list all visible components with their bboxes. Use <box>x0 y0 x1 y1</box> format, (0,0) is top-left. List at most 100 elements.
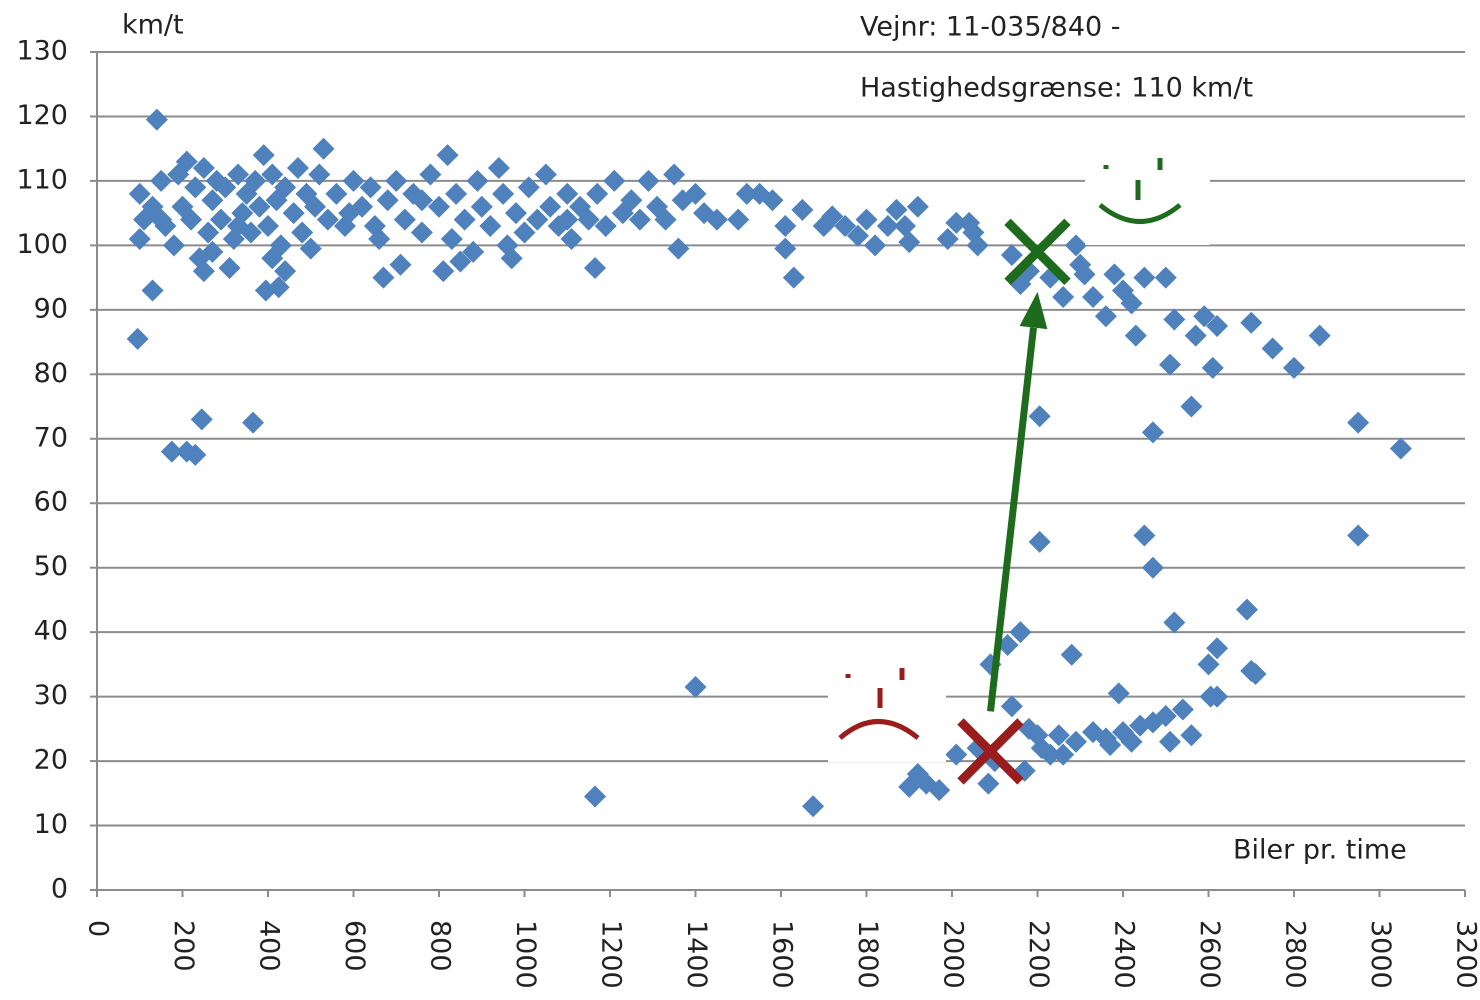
point <box>325 182 348 205</box>
point <box>945 211 968 234</box>
point <box>1235 598 1258 621</box>
point <box>1064 234 1087 257</box>
point <box>190 408 213 431</box>
point <box>180 208 203 231</box>
point <box>637 169 660 192</box>
point <box>1180 724 1203 747</box>
point <box>594 215 617 238</box>
point <box>368 227 391 250</box>
point <box>359 176 382 199</box>
y-tick-label: 70 <box>34 422 68 453</box>
point <box>1347 411 1370 434</box>
point <box>1028 405 1051 428</box>
point <box>1159 353 1182 376</box>
point <box>218 256 241 279</box>
point <box>1141 556 1164 579</box>
point <box>936 227 959 250</box>
point <box>560 227 583 250</box>
arrow-shaft <box>986 327 1037 712</box>
point <box>628 208 651 231</box>
point <box>393 208 416 231</box>
point <box>1107 682 1130 705</box>
point <box>1000 244 1023 267</box>
y-tick-label: 50 <box>34 551 68 582</box>
x-tick-label: 2400 <box>1109 920 1140 989</box>
point <box>663 163 686 186</box>
point <box>667 237 690 260</box>
point <box>1154 704 1177 727</box>
point <box>1206 314 1229 337</box>
point <box>175 150 198 173</box>
point <box>419 163 442 186</box>
x-tick-label: 1400 <box>681 920 712 989</box>
point <box>761 189 784 212</box>
point <box>1261 337 1284 360</box>
point <box>1141 421 1164 444</box>
point <box>304 195 327 218</box>
point <box>791 198 814 221</box>
point <box>846 224 869 247</box>
point <box>274 260 297 283</box>
point <box>150 208 173 231</box>
x-tick-label: 2800 <box>1280 920 1311 989</box>
point <box>436 144 459 167</box>
point <box>372 266 395 289</box>
point <box>584 785 607 808</box>
point <box>1120 730 1143 753</box>
point <box>684 675 707 698</box>
annotation: Hastighedsgrænse: 110 km/t <box>860 73 1253 104</box>
y-axis-label: km/t <box>122 10 184 41</box>
point <box>492 182 515 205</box>
point <box>312 137 335 160</box>
happy-face <box>1098 158 1182 224</box>
point <box>774 215 797 238</box>
point <box>192 260 215 283</box>
point <box>1000 695 1023 718</box>
point <box>876 215 899 238</box>
point <box>184 176 207 199</box>
point <box>1184 324 1207 347</box>
point <box>445 182 468 205</box>
point <box>1163 308 1186 331</box>
point <box>291 221 314 244</box>
x-axis-label: Biler pr. time <box>1233 835 1407 866</box>
point <box>479 215 502 238</box>
point <box>1171 698 1194 721</box>
point <box>385 169 408 192</box>
x-tick-label: 1200 <box>596 920 627 989</box>
point <box>500 247 523 270</box>
point <box>389 253 412 276</box>
point <box>261 163 284 186</box>
point <box>1308 324 1331 347</box>
point <box>192 157 215 180</box>
point <box>282 202 305 225</box>
point <box>906 195 929 218</box>
point <box>1206 637 1229 660</box>
point <box>735 182 758 205</box>
point <box>556 182 579 205</box>
point <box>1193 305 1216 328</box>
point <box>517 176 540 199</box>
point <box>855 208 878 231</box>
point <box>654 208 677 231</box>
point <box>1206 685 1229 708</box>
point <box>201 240 224 263</box>
cross-marker <box>1004 218 1071 286</box>
point <box>487 157 510 180</box>
point <box>577 208 600 231</box>
point <box>432 260 455 283</box>
point <box>267 276 290 299</box>
point <box>1163 611 1186 634</box>
point <box>1099 733 1122 756</box>
point <box>1028 530 1051 553</box>
point <box>453 208 476 231</box>
point <box>996 634 1019 657</box>
point <box>462 240 485 263</box>
point <box>893 215 916 238</box>
point <box>1133 524 1156 547</box>
x-tick-label: 1600 <box>767 920 798 989</box>
point <box>928 779 951 802</box>
point <box>774 237 797 260</box>
point <box>586 182 609 205</box>
